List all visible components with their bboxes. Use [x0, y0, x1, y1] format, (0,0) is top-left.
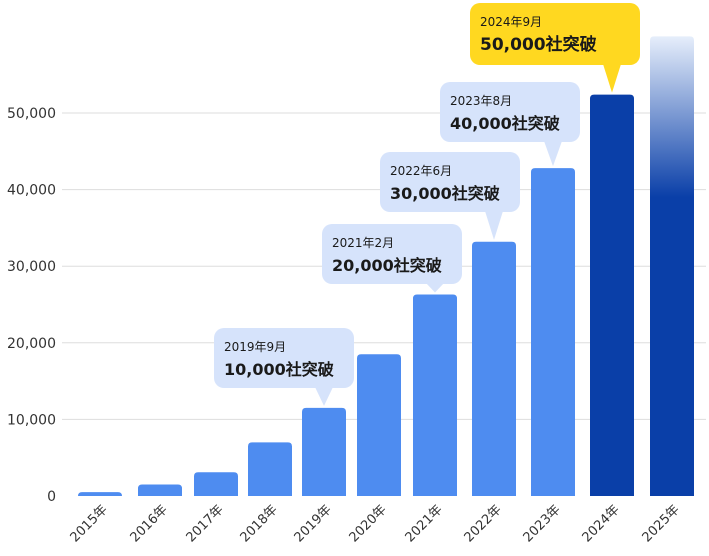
x-axis-ticks: 2015年 2016年 2017年 2018年 2019年 2020年 2021年 2022年…	[68, 502, 683, 545]
bar-2021年	[413, 294, 457, 496]
bar-2018年	[248, 442, 292, 496]
callout-date: 2024年9月	[480, 15, 542, 29]
callout-pointer	[426, 283, 444, 293]
callout-2021年: 2021年2月 20,000社突破	[322, 224, 462, 293]
y-axis-ticks: 0 10,000 20,000 30,000 40,000 50,000	[7, 106, 56, 505]
callout-date: 2019年9月	[224, 340, 286, 354]
callout-2023年: 2023年8月 40,000社突破	[440, 82, 580, 167]
x-tick-label: 2017年	[184, 502, 227, 545]
bar-2023年	[531, 168, 575, 497]
x-tick-label: 2021年	[403, 502, 446, 545]
y-tick-label: 10,000	[7, 412, 56, 428]
bars	[78, 36, 694, 497]
callout-box	[322, 224, 462, 284]
bar-2020年	[357, 354, 401, 496]
callout-box	[440, 82, 580, 142]
bar-2019年	[302, 407, 346, 496]
callout-pointer	[544, 141, 562, 167]
callout-date: 2023年8月	[450, 94, 512, 108]
callout-box	[214, 328, 354, 388]
x-tick-label: 2016年	[128, 502, 171, 545]
y-tick-label: 50,000	[7, 106, 56, 122]
callout-milestone: 50,000社突破	[480, 34, 597, 55]
callout-pointer	[315, 387, 333, 406]
bar-2025年	[650, 36, 694, 497]
callout-pointer	[485, 211, 503, 240]
y-tick-label: 30,000	[7, 259, 56, 275]
x-tick-label: 2015年	[68, 502, 111, 545]
x-tick-label: 2019年	[292, 502, 335, 545]
y-tick-label: 20,000	[7, 336, 56, 352]
bar-2017年	[194, 472, 238, 496]
callout-milestone: 20,000社突破	[332, 256, 442, 275]
x-tick-label: 2024年	[580, 502, 623, 545]
callout-milestone: 40,000社突破	[450, 114, 560, 133]
callout-box	[380, 152, 520, 212]
bar-2022年	[472, 241, 516, 496]
callout-box	[470, 3, 640, 65]
y-tick-label: 0	[47, 489, 56, 505]
callout-date: 2022年6月	[390, 164, 452, 178]
callout-milestone: 30,000社突破	[390, 184, 500, 203]
bar-2016年	[138, 484, 182, 496]
callout-2019年: 2019年9月 10,000社突破	[214, 328, 354, 406]
x-tick-label: 2025年	[640, 502, 683, 545]
x-tick-label: 2022年	[462, 502, 505, 545]
y-tick-label: 40,000	[7, 183, 56, 199]
x-tick-label: 2020年	[347, 502, 390, 545]
x-tick-label: 2018年	[238, 502, 281, 545]
callout-2024年: 2024年9月 50,000社突破	[470, 3, 640, 93]
milestone-callouts: 2019年9月 10,000社突破 2021年2月 20,000社突破 2022年6月 3…	[214, 3, 640, 406]
callout-2022年: 2022年6月 30,000社突破	[380, 152, 520, 240]
callout-pointer	[603, 64, 621, 93]
bar-2024年	[590, 94, 634, 496]
callout-date: 2021年2月	[332, 236, 394, 250]
callout-milestone: 10,000社突破	[224, 360, 334, 379]
x-tick-label: 2023年	[521, 502, 564, 545]
bar-2015年	[78, 492, 122, 497]
